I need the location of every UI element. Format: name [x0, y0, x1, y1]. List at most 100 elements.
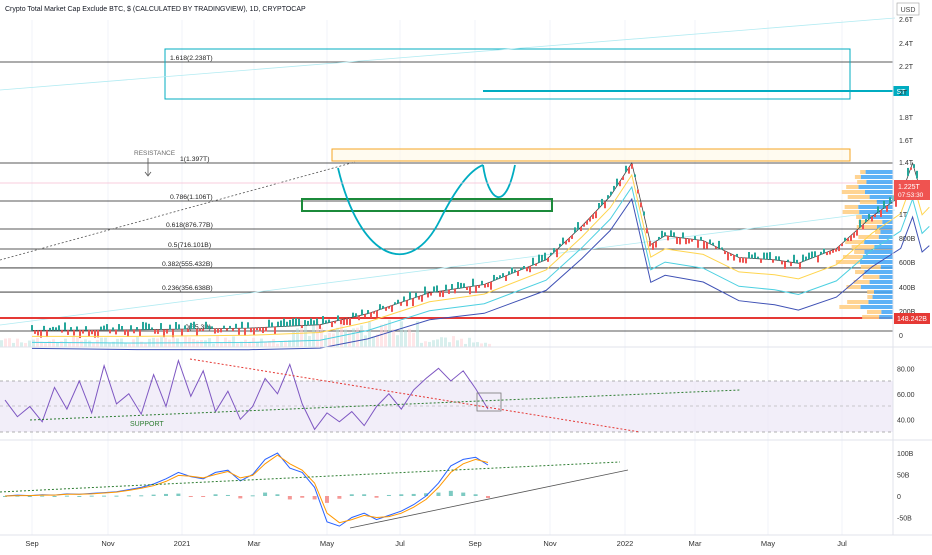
candle: [271, 322, 273, 327]
volume-bar: [360, 325, 363, 347]
vp-bar-yellow: [842, 255, 863, 259]
volume-bar: [204, 340, 207, 347]
fib-label-1: 1(1.397T): [180, 156, 209, 163]
price-axis[interactable]: USD 2.6T 2.4T 2.2T 2T 1.8T 1.6T 1.4T 1T 800B 600B…: [892, 0, 930, 535]
candle: [307, 320, 309, 326]
candle: [70, 327, 72, 331]
volume-bar: [264, 342, 267, 347]
volume-bar: [108, 343, 111, 347]
vp-bar-blue: [868, 300, 893, 304]
candle: [472, 278, 474, 287]
macd-hist-bar: [114, 495, 119, 497]
candle: [430, 292, 432, 296]
candle: [469, 286, 471, 295]
volume-bar: [340, 319, 343, 347]
trend-line-lower: [0, 209, 896, 326]
candle: [739, 257, 741, 263]
volume-bar: [480, 343, 483, 347]
macd-hist-bar: [15, 495, 20, 497]
candle: [406, 300, 408, 307]
volume-bar: [460, 338, 463, 347]
candle: [754, 252, 756, 259]
candle: [340, 319, 342, 325]
candle: [202, 328, 204, 331]
macd-tick-50b: -50B: [897, 516, 912, 523]
candle: [88, 330, 90, 337]
volume-bar: [128, 343, 131, 347]
candle: [301, 325, 303, 328]
candle: [622, 176, 624, 180]
candle: [703, 241, 705, 249]
macd-hist-bar: [139, 495, 144, 497]
volume-bar: [272, 339, 275, 347]
candle: [523, 266, 525, 269]
vp-bar-yellow: [854, 175, 861, 179]
candle: [325, 320, 327, 324]
rsi-box: [476, 392, 502, 412]
candle: [691, 239, 693, 242]
candle: [331, 321, 333, 328]
volume-bar: [420, 342, 423, 347]
candle: [148, 323, 150, 330]
candle: [163, 329, 165, 338]
candle: [253, 327, 255, 336]
volume-bar: [16, 338, 19, 347]
volume-bar: [140, 341, 143, 347]
volume-bar: [100, 337, 103, 347]
resistance-diagonal: [0, 161, 356, 261]
vp-bar-yellow: [839, 305, 861, 309]
time-tick-may: May: [320, 539, 334, 548]
vp-bar-blue: [861, 215, 893, 219]
candle: [118, 324, 120, 330]
candle: [292, 318, 294, 326]
vp-bar-yellow: [857, 180, 867, 184]
volume-bar: [72, 336, 75, 347]
candle: [214, 328, 216, 334]
candle: [94, 330, 96, 338]
price-tick-1-6t: 1.6T: [899, 138, 914, 145]
price-tick-2t: 2T: [899, 90, 908, 97]
price-tick-400b: 400B: [899, 285, 916, 292]
candle: [646, 228, 648, 234]
rsi-pane: SUPPORT: [0, 346, 932, 433]
volume-bar: [428, 341, 431, 347]
candle: [193, 321, 195, 329]
candle: [694, 236, 696, 240]
volume-bar: [400, 321, 403, 347]
vp-bar-yellow: [860, 265, 881, 269]
candle: [673, 232, 675, 237]
vp-bar-yellow: [835, 260, 861, 264]
time-axis-labels: Sep Nov 2021 Mar May Jul Sep Nov 2022 Mar May Jul: [25, 539, 847, 548]
candle: [262, 327, 264, 334]
volume-bar: [88, 340, 91, 347]
candle: [313, 320, 315, 325]
candle: [709, 239, 711, 244]
candle: [319, 324, 321, 329]
macd-hist-bar: [213, 494, 218, 496]
price-axis-labels: 2.6T 2.4T 2.2T 2T 1.8T 1.6T 1.4T 1T 800B 600B 400B…: [899, 17, 916, 340]
macd-hist-bar: [275, 494, 280, 496]
candle: [238, 328, 240, 335]
rsi-axis-labels: 80.00 60.00 40.00: [897, 366, 915, 424]
macd-axis-labels: 100B 50B 0 -50B: [897, 451, 914, 523]
macd-hist-bar: [102, 495, 107, 497]
candle: [52, 326, 54, 331]
fib-label-6: 0.236(356.638B): [162, 285, 213, 292]
vp-bar-yellow: [855, 270, 865, 274]
candle: [727, 252, 729, 261]
volume-bar: [28, 340, 31, 347]
candle: [391, 305, 393, 312]
volume-bar: [412, 332, 415, 347]
candle: [73, 330, 75, 336]
candle: [334, 321, 336, 324]
vp-bar-blue: [858, 205, 893, 209]
volume-bar: [48, 340, 51, 347]
macd-hist-bar: [473, 494, 478, 496]
vp-bar-yellow: [854, 250, 865, 254]
candle: [682, 232, 684, 238]
macd-hist-bar: [386, 494, 391, 496]
time-axis[interactable]: Sep Nov 2021 Mar May Jul Sep Nov 2022 Mar May Jul: [0, 534, 932, 548]
candle: [493, 274, 495, 281]
